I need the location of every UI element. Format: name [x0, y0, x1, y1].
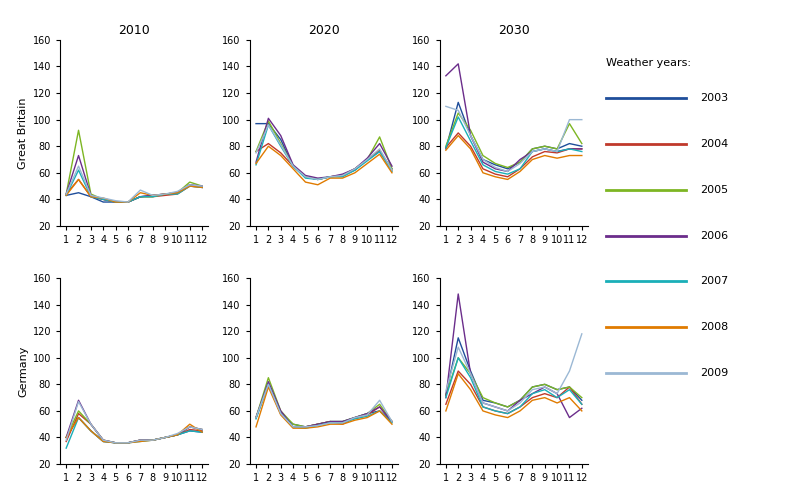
Y-axis label: Germany: Germany	[18, 345, 28, 397]
Title: 2010: 2010	[118, 24, 150, 37]
Title: 2030: 2030	[498, 24, 530, 37]
Text: 2005: 2005	[700, 185, 728, 195]
Text: 2006: 2006	[700, 231, 728, 241]
Text: Weather years:: Weather years:	[606, 58, 691, 68]
Text: 2004: 2004	[700, 139, 728, 149]
Text: 2003: 2003	[700, 93, 728, 103]
Y-axis label: Great Britain: Great Britain	[18, 97, 28, 169]
Text: 2008: 2008	[700, 322, 728, 332]
Title: 2020: 2020	[308, 24, 340, 37]
Text: 2007: 2007	[700, 276, 728, 286]
Text: 2009: 2009	[700, 368, 728, 378]
